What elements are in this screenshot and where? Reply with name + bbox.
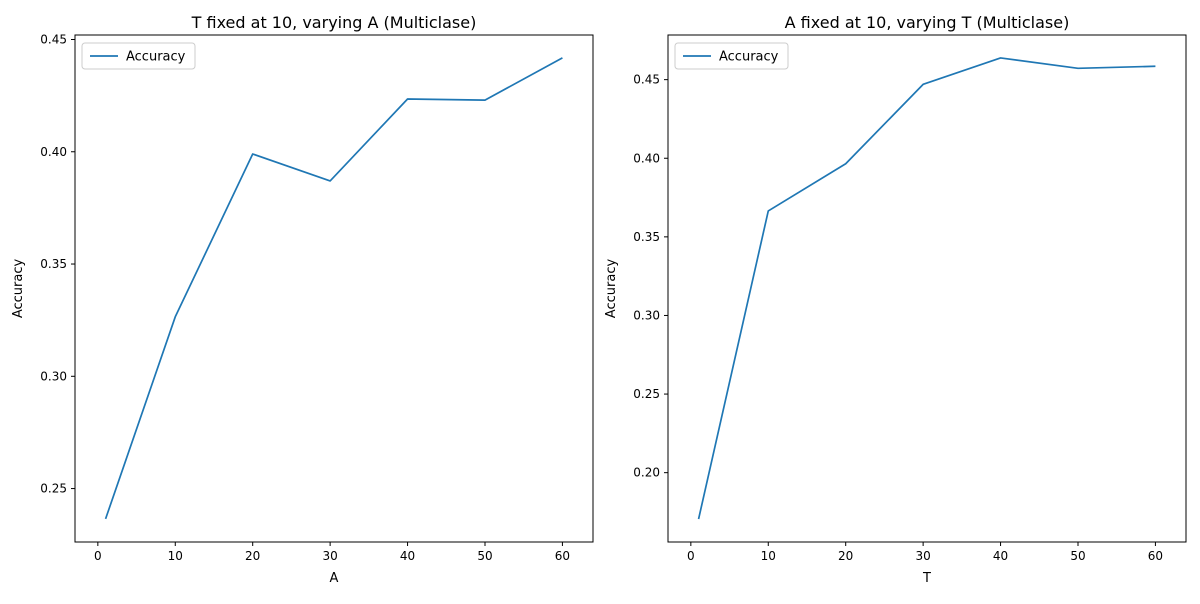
- chart-2-y-axis-label: Accuracy: [604, 259, 619, 319]
- chart-1-x-tick-label: 0: [94, 549, 102, 563]
- chart-1-y-axis-label: Accuracy: [11, 259, 26, 319]
- chart-1-x-tick-label: 20: [245, 549, 260, 563]
- chart-2-axes-frame: [667, 34, 1187, 543]
- chart-1-y-tick-label: 0.25: [40, 482, 67, 496]
- chart-1: T fixed at 10, varying A (Multiclase) 0 10…: [11, 13, 594, 586]
- chart-2-legend-box: [674, 42, 789, 70]
- chart-1-legend: Accuracy: [81, 42, 196, 70]
- chart-2-series-line: [697, 57, 1156, 520]
- chart-2-y-tick-label: 0.20: [633, 466, 660, 480]
- chart-1-x-tick-label: 50: [477, 549, 492, 563]
- chart-2-legend-label: Accuracy: [719, 50, 779, 65]
- chart-2-y-tick-label: 0.25: [633, 387, 660, 401]
- chart-2-title: A fixed at 10, varying T (Multiclase): [785, 13, 1070, 32]
- chart-2-y-tick-label: 0.40: [633, 151, 660, 165]
- chart-1-x-tick-label: 10: [168, 549, 183, 563]
- chart-2-x-axis-label: T: [922, 571, 931, 586]
- chart-2-y-tick-label: 0.35: [633, 230, 660, 244]
- chart-2-y-tick-label: 0.30: [633, 308, 660, 322]
- chart-1-x-tick-label: 30: [322, 549, 337, 563]
- chart-1-y-tick-label: 0.35: [40, 257, 67, 271]
- chart-1-x-tick-label: 40: [400, 549, 415, 563]
- chart-2-x-tick-label: 40: [993, 549, 1008, 563]
- chart-2: A fixed at 10, varying T (Multiclase) 0 10…: [604, 13, 1187, 586]
- chart-1-axes-frame: [74, 34, 594, 543]
- chart-2-x-tick-label: 60: [1148, 549, 1163, 563]
- chart-1-legend-box: [81, 42, 196, 70]
- chart-1-y-tick-label: 0.40: [40, 145, 67, 159]
- chart-1-series-line: [104, 57, 563, 520]
- chart-1-y-tick-label: 0.30: [40, 369, 67, 383]
- chart-1-y-tick-label: 0.45: [40, 32, 67, 46]
- chart-2-x-tick-label: 20: [838, 549, 853, 563]
- chart-2-x-tick-label: 10: [761, 549, 776, 563]
- chart-1-x-tick-label: 60: [555, 549, 570, 563]
- chart-1-legend-label: Accuracy: [126, 50, 186, 65]
- chart-2-y-tick-label: 0.45: [633, 73, 660, 87]
- chart-2-x-tick-label: 0: [687, 549, 695, 563]
- chart-1-title: T fixed at 10, varying A (Multiclase): [191, 13, 477, 32]
- chart-2-x-tick-label: 50: [1070, 549, 1085, 563]
- chart-2-legend: Accuracy: [674, 42, 789, 70]
- chart-2-x-tick-label: 30: [915, 549, 930, 563]
- chart-1-x-axis-label: A: [330, 571, 339, 586]
